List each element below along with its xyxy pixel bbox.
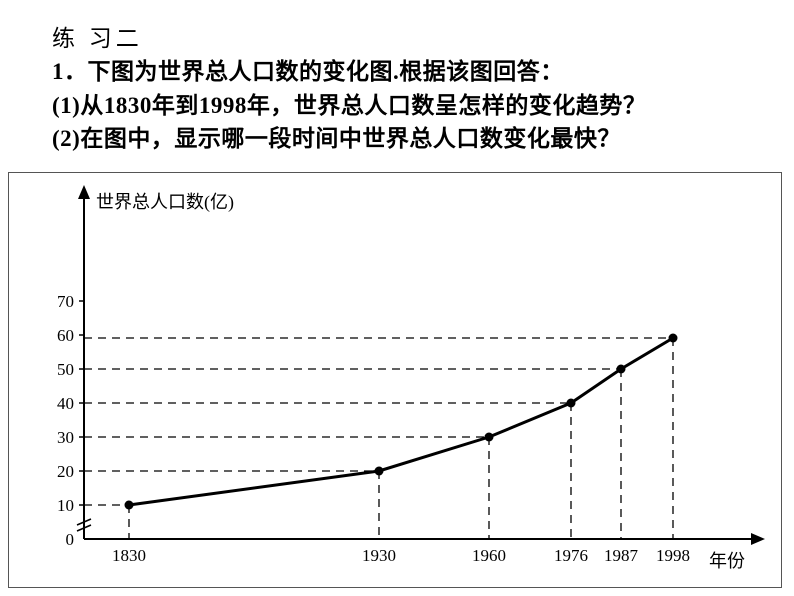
svg-text:1998: 1998 xyxy=(656,546,690,565)
heading: 练 习二 xyxy=(52,22,772,55)
svg-text:40: 40 xyxy=(57,394,74,413)
svg-text:10: 10 xyxy=(57,496,74,515)
svg-text:30: 30 xyxy=(57,428,74,447)
svg-text:20: 20 xyxy=(57,462,74,481)
prompt: 1．下图为世界总人口数的变化图.根据该图回答： xyxy=(52,55,772,88)
svg-text:1960: 1960 xyxy=(472,546,506,565)
population-chart: 0 10 20 30 40 50 60 70 世界总人口数(亿) 年份 1830 1930 1960 19… xyxy=(9,173,781,587)
chart-frame: 0 10 20 30 40 50 60 70 世界总人口数(亿) 年份 1830 1930 1960 19… xyxy=(8,172,782,588)
svg-text:0: 0 xyxy=(66,530,75,549)
svg-text:60: 60 xyxy=(57,326,74,345)
question-text: 练 习二 1．下图为世界总人口数的变化图.根据该图回答： (1)从1830年到1… xyxy=(52,22,772,155)
svg-text:70: 70 xyxy=(57,292,74,311)
question-2: (2)在图中，显示哪一段时间中世界总人口数变化最快？ xyxy=(52,122,772,155)
question-1: (1)从1830年到1998年，世界总人口数呈怎样的变化趋势？ xyxy=(52,89,772,122)
svg-text:1987: 1987 xyxy=(604,546,639,565)
svg-text:50: 50 xyxy=(57,360,74,379)
svg-text:1830: 1830 xyxy=(112,546,146,565)
svg-text:世界总人口数(亿): 世界总人口数(亿) xyxy=(96,192,234,213)
svg-text:1976: 1976 xyxy=(554,546,588,565)
svg-text:1930: 1930 xyxy=(362,546,396,565)
svg-text:年份: 年份 xyxy=(709,551,745,571)
